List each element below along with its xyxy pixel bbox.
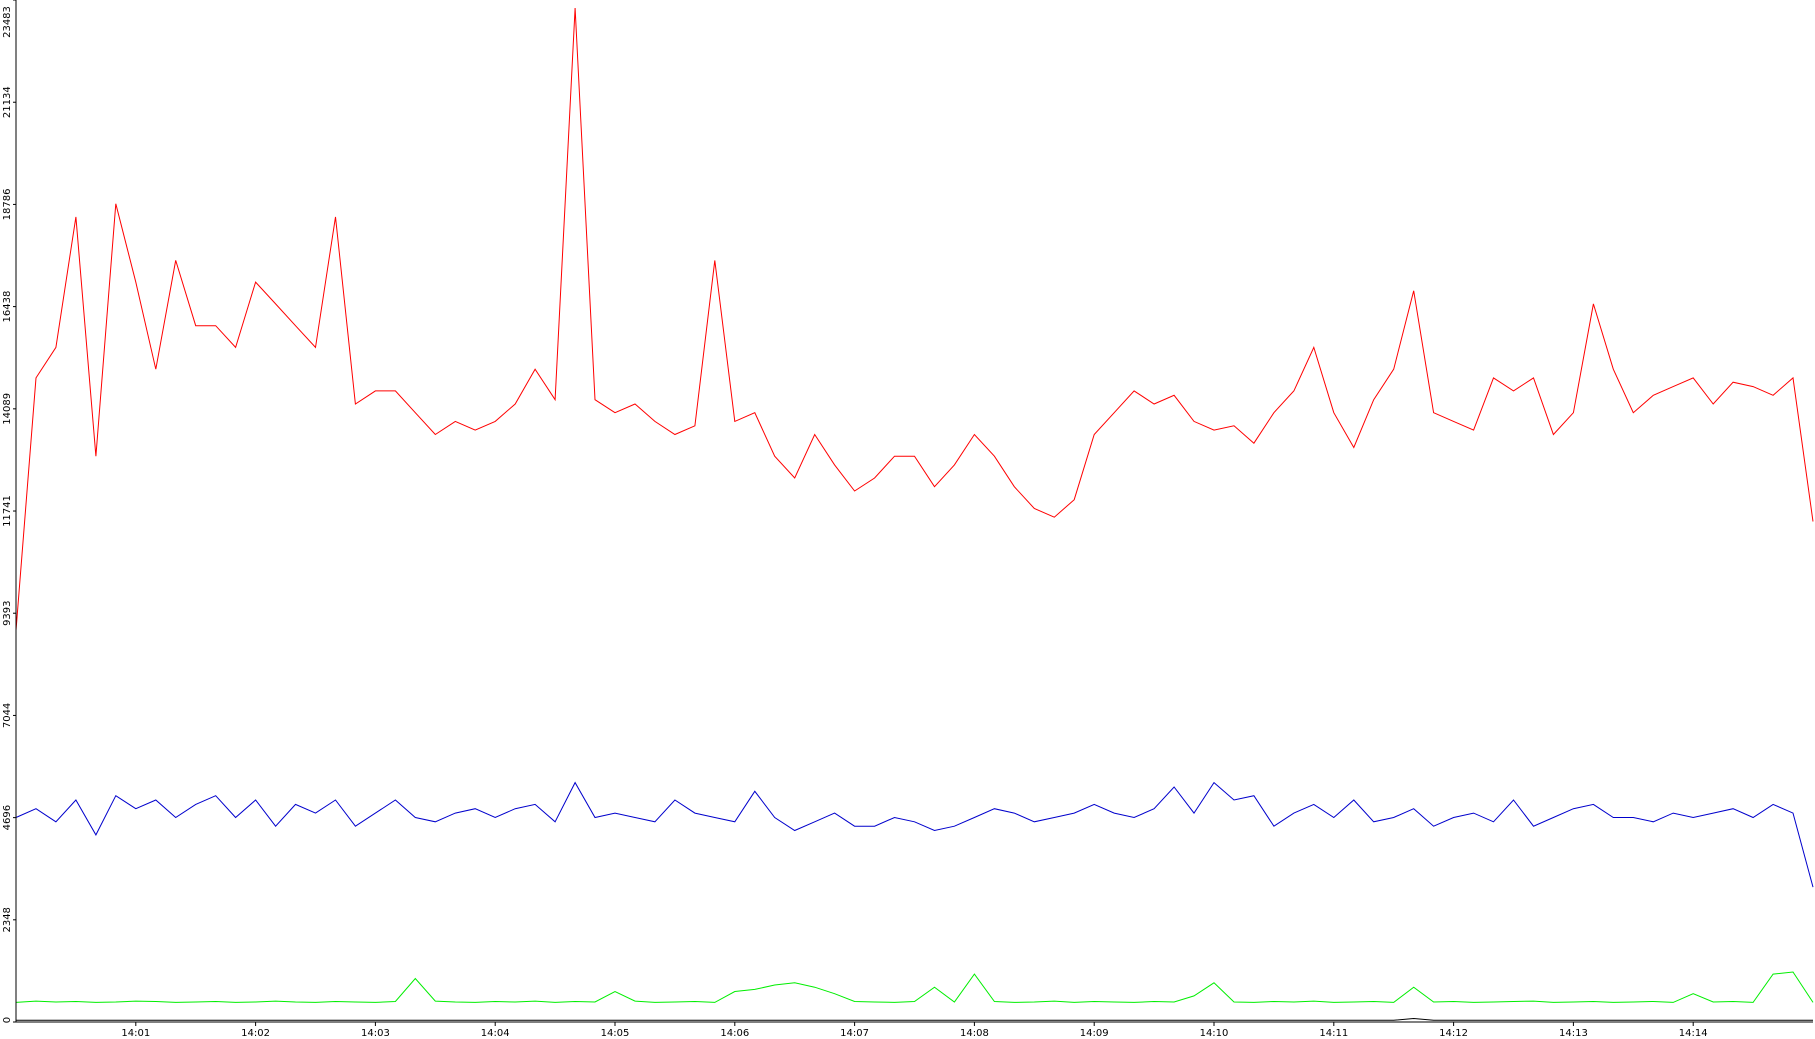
x-tick-label: 14:10 [1200,1028,1229,1039]
x-tick-label: 14:08 [960,1028,989,1039]
y-tick-label: 23483 [2,6,13,38]
x-tick-label: 14:14 [1679,1028,1708,1039]
y-tick-label: 11741 [2,495,13,527]
series-line [15,7,1814,631]
y-tick-label: 16438 [2,291,13,323]
series-line [16,1017,1813,1021]
x-tick-label: 14:11 [1319,1028,1348,1039]
y-tick-label: 2348 [2,907,13,932]
series-line [15,971,1814,1003]
x-tick-label: 14:04 [481,1028,510,1039]
x-tick-label: 14:02 [241,1028,270,1039]
x-tick-label: 14:13 [1559,1028,1588,1039]
x-tick-label: 14:12 [1439,1028,1468,1039]
y-tick-label: 21134 [2,86,13,118]
x-tick-label: 14:07 [840,1028,869,1039]
y-tick-label: 4696 [2,805,13,830]
series-line [15,781,1814,888]
x-tick-label: 14:09 [1080,1028,1109,1039]
y-tick-label: 9393 [2,600,13,625]
x-tick-label: 14:05 [601,1028,630,1039]
y-tick-label: 18786 [2,189,13,221]
x-tick-label: 14:01 [121,1028,150,1039]
y-tick-label: 0 [2,1017,13,1023]
y-tick-label: 14089 [2,393,13,425]
x-tick-label: 14:03 [361,1028,390,1039]
x-tick-label: 14:06 [720,1028,749,1039]
y-tick-label: 7044 [2,703,13,728]
